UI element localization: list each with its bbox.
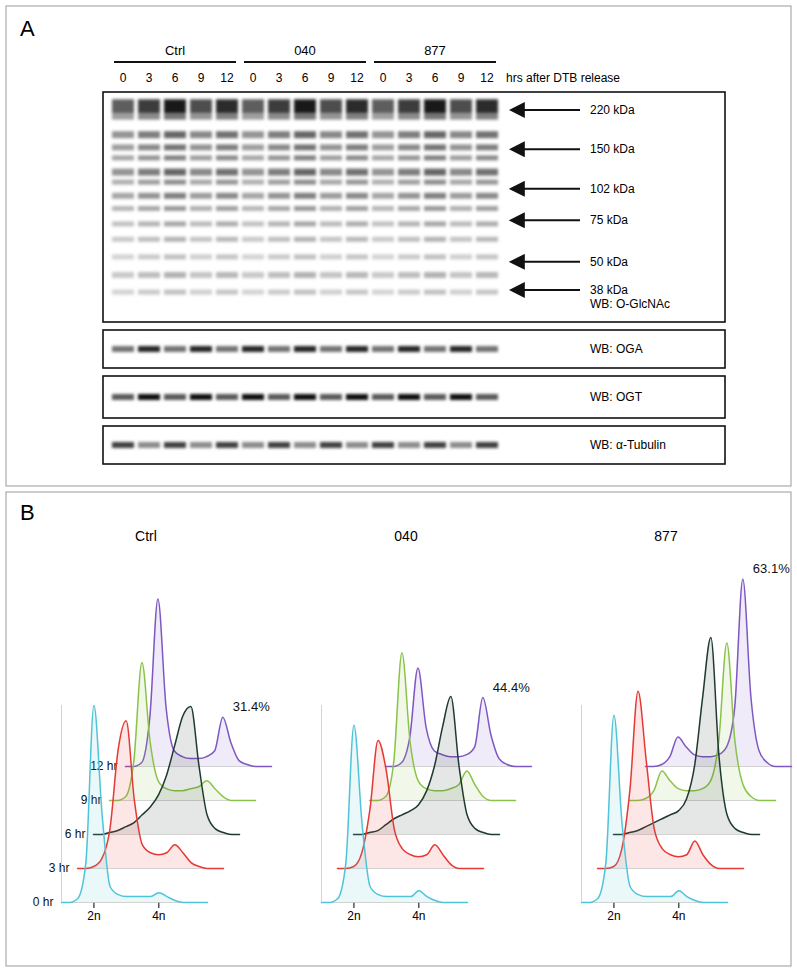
svg-text:3: 3 [276,71,283,85]
svg-text:2n: 2n [607,909,620,923]
svg-text:6 hr: 6 hr [65,827,86,841]
svg-text:Ctrl: Ctrl [165,43,185,58]
svg-text:0: 0 [120,71,127,85]
svg-text:WB: OGT: WB: OGT [590,390,643,404]
svg-text:63.1%: 63.1% [753,561,790,576]
svg-text:6: 6 [302,71,309,85]
svg-text:12: 12 [220,71,234,85]
svg-text:102 kDa: 102 kDa [590,182,635,196]
svg-text:WB: OGA: WB: OGA [590,342,643,356]
svg-text:9: 9 [198,71,205,85]
svg-text:WB: O-GlcNAc: WB: O-GlcNAc [590,297,670,311]
svg-text:0: 0 [380,71,387,85]
svg-text:12: 12 [480,71,494,85]
svg-text:12: 12 [350,71,364,85]
svg-text:0: 0 [250,71,257,85]
html-text:040: 040 [394,528,418,544]
svg-text:3: 3 [406,71,413,85]
svg-text:12 hr: 12 hr [90,759,118,774]
svg-text:38 kDa: 38 kDa [590,283,628,297]
svg-text:150 kDa: 150 kDa [590,142,635,156]
svg-text:9: 9 [328,71,335,85]
svg-text:hrs after DTB release: hrs after DTB release [506,71,620,85]
html-text:877: 877 [654,528,678,544]
svg-text:6: 6 [172,71,179,85]
svg-text:040: 040 [294,43,316,58]
svg-text:31.4%: 31.4% [233,699,270,714]
svg-text:44.4%: 44.4% [493,680,530,695]
svg-text:2n: 2n [87,909,100,923]
svg-text:3: 3 [146,71,153,85]
svg-text:220 kDa: 220 kDa [590,103,635,117]
svg-text:9: 9 [458,71,465,85]
svg-text:4n: 4n [412,909,425,923]
svg-text:4n: 4n [672,909,685,923]
svg-text:75 kDa: 75 kDa [590,213,628,227]
html-text:Ctrl: Ctrl [135,528,157,544]
svg-text:0 hr: 0 hr [33,895,54,909]
svg-text:50 kDa: 50 kDa [590,255,628,269]
svg-text:2n: 2n [347,909,360,923]
svg-text:6: 6 [432,71,439,85]
svg-text:3 hr: 3 hr [49,861,70,875]
svg-text:WB: α-Tubulin: WB: α-Tubulin [590,438,666,452]
svg-text:B: B [20,500,35,525]
svg-text:A: A [20,16,35,41]
svg-text:877: 877 [424,43,446,58]
svg-text:4n: 4n [152,909,165,923]
